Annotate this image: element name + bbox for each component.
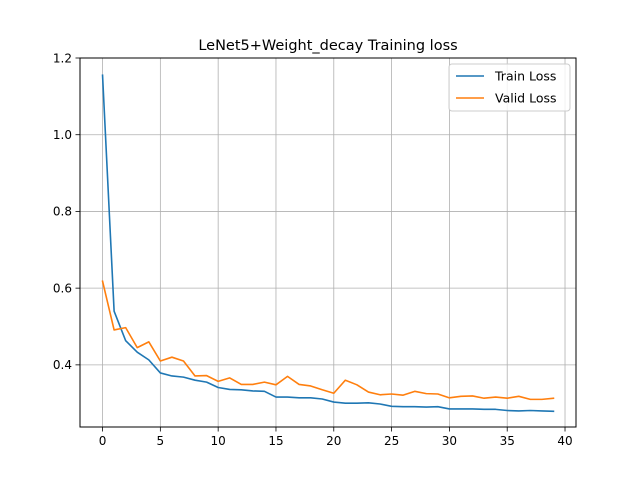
y-tick-label: 0.4	[53, 358, 72, 372]
x-tick-label: 35	[500, 434, 515, 448]
series-layer	[101, 74, 555, 413]
x-tick-label: 40	[557, 434, 572, 448]
y-tick-label: 1.2	[53, 51, 72, 65]
x-tick-label: 15	[268, 434, 283, 448]
legend-label: Valid Loss	[495, 91, 557, 106]
y-tick-label: 0.8	[53, 205, 72, 219]
x-tick-label: 25	[384, 434, 399, 448]
series-line-train-loss	[101, 74, 555, 413]
plot-frame	[79, 57, 577, 428]
y-axis: 0.4 0.6 0.8 1.0 1.2	[53, 51, 80, 372]
chart-title: LeNet5+Weight_decay Training loss	[198, 38, 457, 54]
x-tick-label: 20	[326, 434, 341, 448]
legend: Train Loss Valid Loss	[448, 63, 571, 112]
x-tick-label: 0	[99, 434, 107, 448]
x-tick-label: 5	[157, 434, 165, 448]
series-line-valid-loss	[101, 280, 555, 401]
y-tick-label: 1.0	[53, 128, 72, 142]
y-tick-label: 0.6	[53, 281, 72, 295]
x-tick-label: 10	[211, 434, 226, 448]
legend-label: Train Loss	[494, 69, 556, 84]
x-axis: 0 5 10 15 20 25 30 35 40	[99, 427, 573, 448]
x-tick-label: 30	[442, 434, 457, 448]
